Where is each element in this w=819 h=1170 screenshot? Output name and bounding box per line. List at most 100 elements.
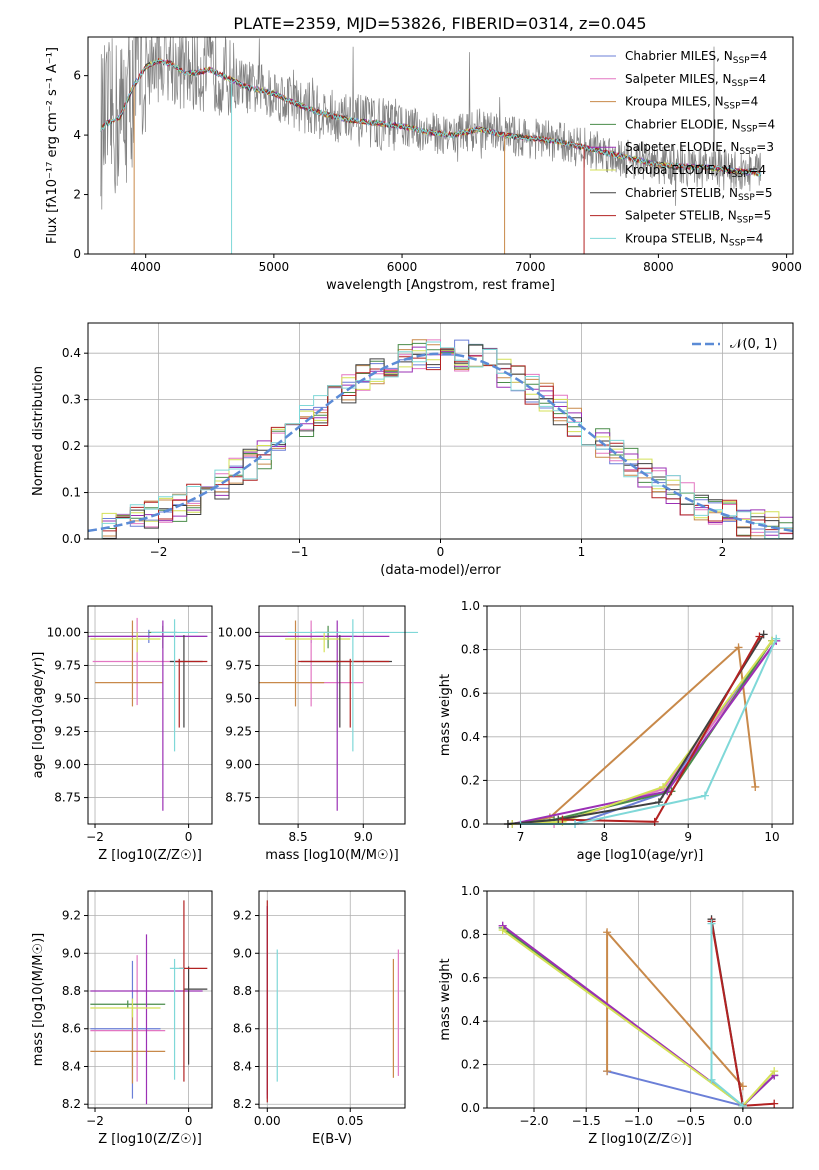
- x-axis-label: Z [log10(Z/Z☉)]: [98, 1132, 202, 1147]
- y-tick-label: 0.0: [461, 1101, 480, 1115]
- x-tick-label: −0.5: [676, 1114, 705, 1128]
- y-tick-label: 0.0: [62, 532, 81, 546]
- y-tick-label: 8.75: [225, 791, 252, 805]
- x-axis-label: Z [log10(Z/Z☉)]: [588, 1132, 692, 1147]
- legend-label: Chabrier MILES, NSSP=4: [625, 49, 767, 66]
- y-tick-label: 1.0: [461, 599, 480, 613]
- legend-name: Salpeter STELIB, N: [625, 209, 737, 223]
- normal-curve: [88, 352, 793, 533]
- legend-value: =5: [755, 186, 773, 200]
- weight-series: [603, 928, 747, 1091]
- errorbar: [90, 960, 161, 1099]
- weight-point: [603, 928, 612, 937]
- errorbar: [169, 958, 184, 1080]
- y-tick-label: 9.25: [54, 725, 81, 739]
- y-tick-label: 0: [73, 247, 81, 261]
- errorbar: [183, 966, 208, 1065]
- weight-line: [606, 1070, 744, 1107]
- axes-frame: [87, 605, 213, 825]
- legend-name: Kroupa MILES, N: [625, 95, 724, 109]
- weight-line: [606, 929, 744, 1087]
- y-tick-label: 9.50: [54, 691, 81, 705]
- legend-label: Salpeter ELODIE, NSSP=3: [625, 140, 774, 157]
- y-tick-label: 9.2: [233, 909, 252, 923]
- x-axis-label: age [log10(age/yr)]: [577, 848, 704, 863]
- axes-frame: [87, 36, 794, 255]
- x-axis-label: Z [log10(Z/Z☉)]: [98, 848, 202, 863]
- errorbar: [88, 620, 208, 811]
- x-tick-label: 0.0: [733, 1114, 752, 1128]
- weight_vs_Z-panel: −2.0 −1.5 −1.0 −0.5 0.0 0.0 0.2 0.4 0.6 0.8 1.0 Z […: [438, 884, 794, 1147]
- figure-title: PLATE=2359, MJD=53826, FIBERID=0314, z=0…: [233, 14, 646, 33]
- y-tick-label: 8.8: [62, 984, 81, 998]
- errorbar: [95, 620, 163, 707]
- x-tick-label: 5000: [259, 260, 290, 274]
- x-tick-label: 7: [517, 830, 525, 844]
- y-tick-label: 8.75: [54, 791, 81, 805]
- y-tick-label: 8.4: [62, 1059, 81, 1073]
- x-tick-label: −1: [291, 545, 309, 559]
- x-axis-label: E(B-V): [312, 1132, 352, 1147]
- y-tick-label: 10.00: [47, 625, 81, 639]
- legend-label: Kroupa MILES, NSSP=4: [625, 95, 758, 112]
- errorbar: [287, 619, 419, 752]
- legend-subscript: SSP: [741, 124, 758, 134]
- axes-frame: [87, 890, 213, 1109]
- legend-subscript: SSP: [724, 102, 741, 112]
- legend-value: =3: [756, 140, 774, 154]
- legend-name: Chabrier MILES, N: [625, 49, 733, 63]
- x-tick-label: 0: [185, 1114, 193, 1128]
- x-tick-label: −1.0: [624, 1114, 653, 1128]
- y-tick-label: 9.50: [225, 691, 252, 705]
- x-tick-label: 8000: [643, 260, 674, 274]
- y-tick-label: 8.4: [233, 1059, 252, 1073]
- x-tick-label: 10: [764, 830, 779, 844]
- weight-point: [759, 630, 768, 639]
- weight-point: [700, 791, 709, 800]
- x-tick-label: 0: [437, 545, 445, 559]
- weight-point: [603, 1067, 612, 1076]
- weight-point: [772, 634, 781, 643]
- legend-label: Chabrier ELODIE, NSSP=4: [625, 117, 775, 134]
- errorbar: [90, 632, 161, 653]
- weight-point: [659, 782, 668, 791]
- x-tick-label: −2: [86, 1114, 104, 1128]
- y-tick-label: 0.2: [62, 439, 81, 453]
- y-tick-label: 9.00: [54, 758, 81, 772]
- x-tick-label: 0: [185, 830, 193, 844]
- weight-point: [707, 1075, 716, 1084]
- weight-point: [751, 782, 760, 791]
- legend-value: =4: [748, 72, 766, 86]
- x-tick-label: 0.00: [254, 1114, 281, 1128]
- y-tick-label: 9.75: [225, 658, 252, 672]
- errorbar: [90, 998, 161, 1018]
- axes-frame: [486, 605, 794, 825]
- weight-series: [603, 1067, 747, 1110]
- weight-series: [707, 919, 747, 1110]
- model-spectrum: [100, 57, 762, 177]
- weight_vs_age-panel: 7 8 9 10 0.0 0.2 0.4 0.6 0.8 1.0 age [log10(age/yr…: [438, 599, 794, 863]
- y-tick-label: 8.6: [62, 1022, 81, 1036]
- weight-point: [558, 815, 567, 824]
- weight-point: [770, 1099, 779, 1108]
- y-axis-label: mass weight: [438, 674, 453, 756]
- y-tick-label: 0.6: [461, 971, 480, 985]
- x-tick-label: 9.0: [354, 830, 373, 844]
- y-tick-label: 0.4: [461, 730, 480, 744]
- x-tick-label: 1: [578, 545, 586, 559]
- y-tick-label: 0.4: [461, 1014, 480, 1028]
- x-tick-label: −2.0: [519, 1114, 548, 1128]
- axes-frame: [258, 605, 406, 825]
- errorbar: [285, 632, 351, 653]
- y-tick-label: 2: [73, 188, 81, 202]
- y-tick-label: 0.6: [461, 686, 480, 700]
- weight-series: [503, 636, 777, 828]
- x-tick-label: 8: [601, 830, 609, 844]
- legend-name: Chabrier ELODIE, N: [625, 117, 741, 131]
- y-axis-label: mass weight: [438, 958, 453, 1040]
- x-tick-label: 9000: [771, 260, 802, 274]
- weight-point: [734, 643, 743, 652]
- x-tick-label: −1.5: [572, 1114, 601, 1128]
- y-tick-label: 0.8: [461, 643, 480, 657]
- mass_vs_ebv-panel: 0.00 0.05 8.2 8.4 8.6 8.8 9.0 9.2 E(B-V): [233, 890, 406, 1147]
